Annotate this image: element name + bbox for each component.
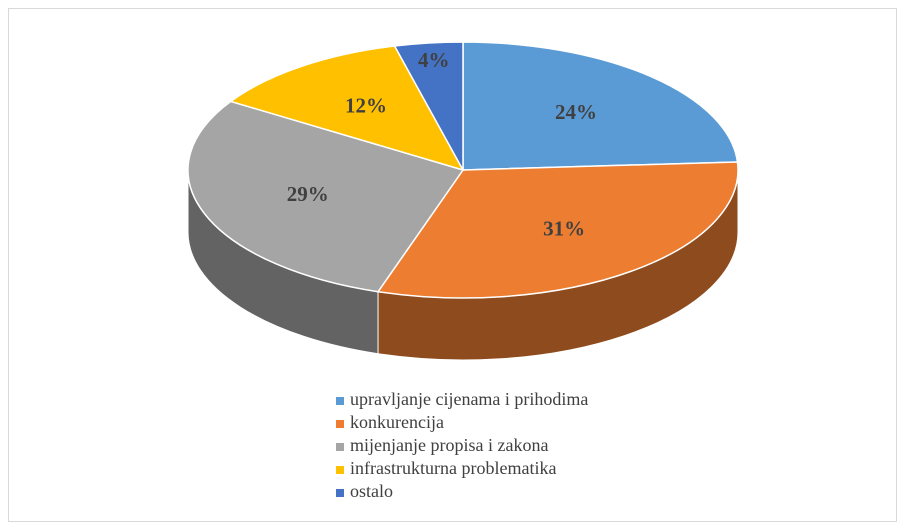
legend-label: infrastrukturna problematika	[350, 458, 556, 478]
data-label: 29%	[287, 182, 329, 206]
data-label: 24%	[555, 100, 597, 124]
data-label: 31%	[543, 216, 585, 240]
legend-swatch	[336, 489, 344, 497]
slice	[393, 41, 464, 171]
legend-label: ostalo	[350, 481, 393, 501]
legend-label: mijenjanje propisa i zakona	[350, 435, 548, 455]
slice	[376, 161, 739, 299]
legend-swatch	[336, 443, 344, 451]
slice	[229, 45, 465, 172]
data-label: 4%	[418, 48, 450, 72]
data-label: 12%	[345, 94, 387, 118]
slice	[462, 41, 739, 171]
legend-swatch	[336, 397, 344, 405]
slice	[187, 100, 465, 293]
legend-swatch	[336, 420, 344, 428]
legend-label: upravljanje cijenama i prihodima	[350, 389, 588, 409]
legend-label: konkurencija	[350, 412, 444, 432]
legend-swatch	[336, 466, 344, 474]
